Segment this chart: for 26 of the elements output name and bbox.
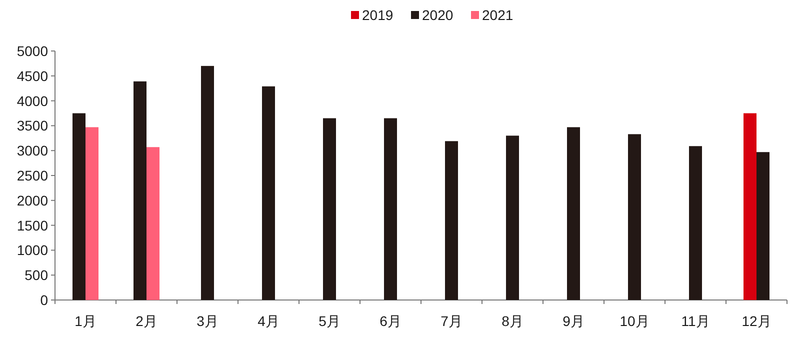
y-tick-label: 0	[40, 292, 48, 308]
y-tick-label: 3500	[16, 118, 48, 134]
y-tick-label: 4000	[16, 92, 48, 109]
y-tick-label: 2000	[16, 192, 48, 208]
legend-label: 2021	[482, 7, 514, 23]
x-tick-label: 8月	[502, 313, 524, 329]
legend-label: 2020	[422, 7, 454, 23]
x-tick-label: 2月	[136, 313, 158, 329]
x-tick-label: 7月	[440, 313, 462, 329]
y-tick-label: 4500	[16, 68, 48, 84]
y-tick-label: 3000	[16, 142, 48, 159]
x-tick-label: 11月	[681, 313, 710, 329]
y-tick-label: 1000	[16, 242, 48, 258]
y-tick-label: 1500	[16, 217, 48, 234]
x-tick-label: 9月	[562, 313, 584, 329]
x-tick-label: 5月	[318, 313, 340, 329]
legend-label: 2019	[362, 7, 394, 23]
x-tick-label: 10月	[620, 313, 650, 329]
x-tick-label: 12月	[742, 313, 772, 329]
y-tick-label: 500	[24, 267, 48, 284]
y-tick-label: 5000	[16, 43, 48, 59]
x-tick-label: 1月	[74, 313, 96, 329]
x-tick-label: 4月	[258, 313, 280, 329]
x-tick-label: 3月	[196, 313, 218, 329]
y-tick-label: 2500	[16, 168, 48, 184]
x-tick-label: 6月	[380, 313, 402, 329]
